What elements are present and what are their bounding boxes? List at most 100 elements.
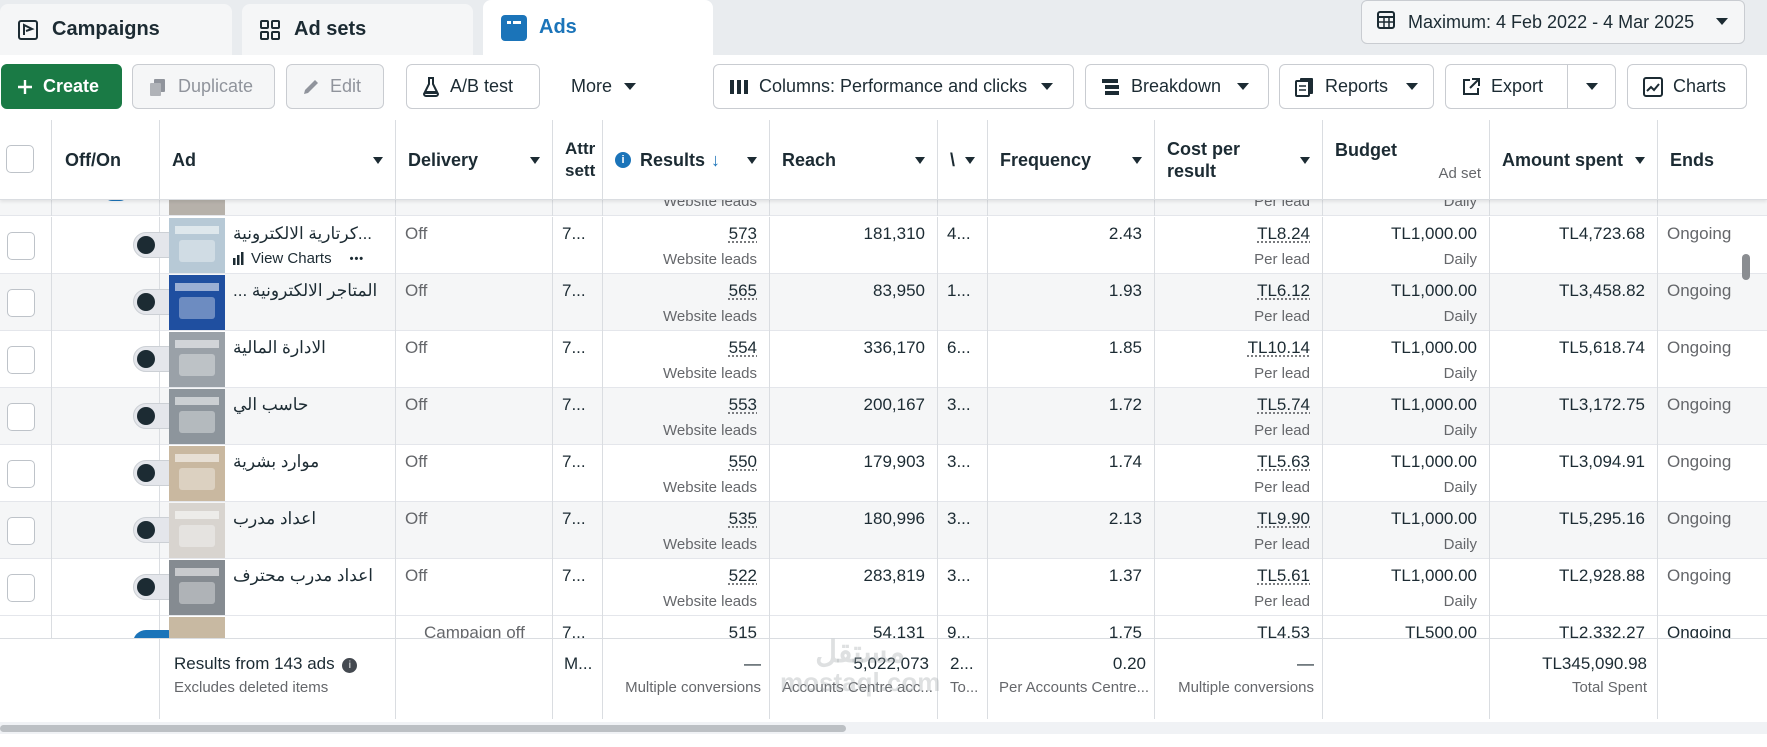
ad-name[interactable]: موارد بشرية [233,452,320,471]
table-row[interactable]: اعداد مدرب محترف Off 7... 522 Website leads 2… [0,559,1767,616]
row-checkbox[interactable] [7,517,35,545]
partial-row-cell [160,616,396,638]
budget-sub: Daily [1443,200,1477,210]
results-value[interactable]: 522 [728,566,757,585]
cost-per-result-value[interactable]: TL5.63 [1257,452,1310,471]
header-budget[interactable]: Budget Ad set [1323,120,1490,200]
amount-spent-value: TL3,458.82 [1558,281,1645,300]
header-frequency[interactable]: Frequency [988,120,1155,200]
create-button[interactable]: Create [1,64,122,109]
header-amount-spent[interactable]: Amount spent [1490,120,1658,200]
amount-spent-cell: TL2,928.88 [1490,559,1658,616]
results-value[interactable]: 565 [728,281,757,300]
row-checkbox[interactable] [7,460,35,488]
sort-chevron-icon [530,157,540,164]
info-icon[interactable]: i [342,658,358,673]
more-button[interactable]: More [556,64,666,109]
row-checkbox[interactable] [7,232,35,260]
table-row[interactable]: الادارة المالية Off 7... 554 Website leads 33… [0,331,1767,388]
header-results[interactable]: i Results ↓ [603,120,770,200]
header-attribution-setting[interactable]: Attr sett [553,120,603,200]
tab-ad-sets[interactable]: Ad sets [242,4,473,55]
ad-name[interactable]: حاسب الي [233,395,309,414]
reports-button[interactable]: Reports [1279,64,1434,109]
columns-button[interactable]: Columns: Performance and clicks [713,64,1074,109]
vertical-scrollbar-thumb[interactable] [1742,254,1750,280]
delivery-cell: Off [396,331,553,388]
select-all-checkbox[interactable] [6,145,34,173]
toggle-partial[interactable] [104,200,128,201]
export-button[interactable]: Export [1445,64,1616,109]
header-reach[interactable]: Reach [770,120,938,200]
toggle-knob [137,407,155,425]
table-row-partial-top[interactable]: Website leads Per lead Daily [0,200,1767,216]
table-row[interactable]: حاسب الي Off 7... 553 Website leads 200,167 3.… [0,388,1767,445]
delivery-cell: Off [396,388,553,445]
table-row[interactable]: كرتارية الالكترونية... View Charts ••• Off 7… [0,217,1767,274]
ad-on-off-toggle[interactable] [133,630,181,638]
results-value[interactable]: 550 [728,452,757,471]
table-row[interactable]: موارد بشرية Off 7... 550 Website leads 179,90… [0,445,1767,502]
results-cell: 550 Website leads [603,445,770,502]
table-row[interactable]: ... المتاجر الالكترونية Off 7... 565 Website… [0,274,1767,331]
row-select-cell [0,388,52,445]
charts-button[interactable]: Charts [1627,64,1747,109]
row-checkbox[interactable] [7,574,35,602]
ad-name[interactable]: ... المتاجر الالكترونية [233,281,378,300]
ends-cell: Ongoing [1658,217,1767,274]
impressions-cell: 6... [938,331,988,388]
ad-name[interactable]: كرتارية الالكترونية... [233,224,373,243]
more-options-icon[interactable]: ••• [349,252,365,265]
cost-per-result-value[interactable]: TL6.12 [1257,281,1310,300]
results-value[interactable]: 573 [728,224,757,243]
budget-value: TL1,000.00 [1390,452,1477,471]
table-row[interactable]: اعداد مدرب Off 7... 535 Website leads 180,996… [0,502,1767,559]
edit-button[interactable]: Edit [286,64,384,109]
duplicate-button[interactable]: Duplicate [132,64,275,109]
results-value[interactable]: 553 [728,395,757,414]
horizontal-scrollbar-thumb[interactable] [0,725,846,732]
cost-per-result-value[interactable]: TL5.61 [1257,566,1310,585]
row-toggle-cell [52,274,181,331]
breakdown-button[interactable]: Breakdown [1085,64,1269,109]
header-delivery[interactable]: Delivery [396,120,553,200]
cost-per-result-value[interactable]: TL5.74 [1257,395,1310,414]
partial-row-cell: Campaign off [396,616,553,638]
results-value[interactable]: 554 [728,338,757,357]
frequency-cell: 1.72 [988,388,1155,445]
header-impressions[interactable]: \ [938,120,988,200]
export-dropdown-chevron-icon[interactable] [1586,83,1598,90]
ad-name[interactable]: اعداد مدرب [233,509,317,528]
table-row-partial-bottom[interactable]: Campaign off 7... 515 54,131 9... 1.75 TL4.53 T… [0,616,1767,638]
row-checkbox[interactable] [7,403,35,431]
header-cost-per-result[interactable]: Cost per result [1155,120,1323,200]
row-checkbox[interactable] [7,289,35,317]
view-charts-link[interactable]: View Charts ••• [233,250,364,267]
results-sub: Website leads [663,308,757,325]
header-ends[interactable]: Ends [1658,120,1767,200]
horizontal-scrollbar[interactable] [0,722,1767,734]
results-value[interactable]: 535 [728,509,757,528]
attribution-value: 7... [562,509,586,528]
ab-test-button[interactable]: A/B test [406,64,540,109]
row-checkbox[interactable] [7,346,35,374]
impressions-cell: 4... [938,217,988,274]
cost-per-result-value[interactable]: TL9.90 [1257,509,1310,528]
results-sub: Website leads [663,251,757,268]
cost-per-result-value[interactable]: TL8.24 [1257,224,1310,243]
results-cell: 553 Website leads [603,388,770,445]
ad-name[interactable]: اعداد مدرب محترف [233,566,373,585]
charts-label: Charts [1673,76,1727,96]
header-ad[interactable]: Ad [160,120,396,200]
cost-per-result-sub: Per lead [1254,308,1310,325]
impressions-cell: 3... [938,445,988,502]
columns-label: Columns: Performance and clicks [759,76,1028,96]
summary-impressions: 2... To... [938,639,988,719]
delivery-cell: Off [396,445,553,502]
ad-name[interactable]: الادارة المالية [233,338,326,357]
tab-campaigns[interactable]: Campaigns [0,4,232,55]
partial-row-cell: Ongoing [1658,616,1767,638]
cost-per-result-value[interactable]: TL10.14 [1247,338,1310,357]
date-range-picker[interactable]: Maximum: 4 Feb 2022 - 4 Mar 2025 [1361,0,1745,44]
tab-ads[interactable]: Ads [483,0,713,55]
